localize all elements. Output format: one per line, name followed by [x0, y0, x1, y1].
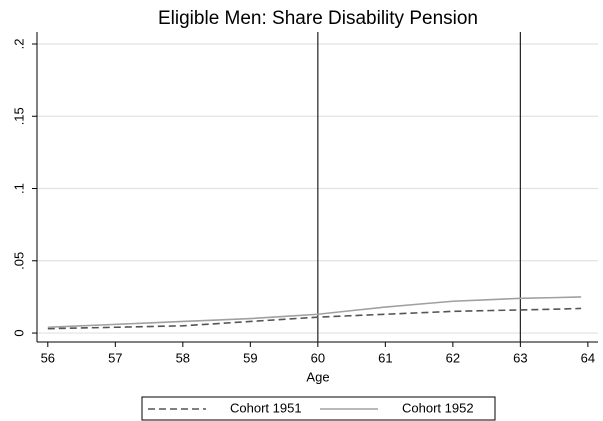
chart-title: Eligible Men: Share Disability Pension	[158, 8, 478, 29]
x-tick-label: 57	[108, 350, 122, 365]
y-tick-label: .1	[11, 183, 26, 194]
y-tick-label: .05	[11, 252, 26, 270]
x-axis-label: Age	[306, 369, 329, 384]
y-tick-label: 0	[11, 329, 26, 336]
series-line	[47, 307, 582, 330]
legend-label: Cohort 1952	[402, 400, 474, 415]
legend-label: Cohort 1951	[230, 400, 302, 415]
x-tick-label: 64	[581, 350, 595, 365]
x-tick-label: 56	[41, 350, 55, 365]
x-tick-label: 63	[513, 350, 527, 365]
series-line	[47, 296, 582, 329]
x-tick-label: 60	[311, 350, 325, 365]
y-tick-label: .2	[11, 39, 26, 50]
x-tick-label: 58	[176, 350, 190, 365]
y-tick-label: .15	[11, 107, 26, 125]
legend-box	[141, 396, 496, 421]
x-tick-label: 59	[243, 350, 257, 365]
x-tick-label: 61	[378, 350, 392, 365]
x-tick-label: 62	[446, 350, 460, 365]
